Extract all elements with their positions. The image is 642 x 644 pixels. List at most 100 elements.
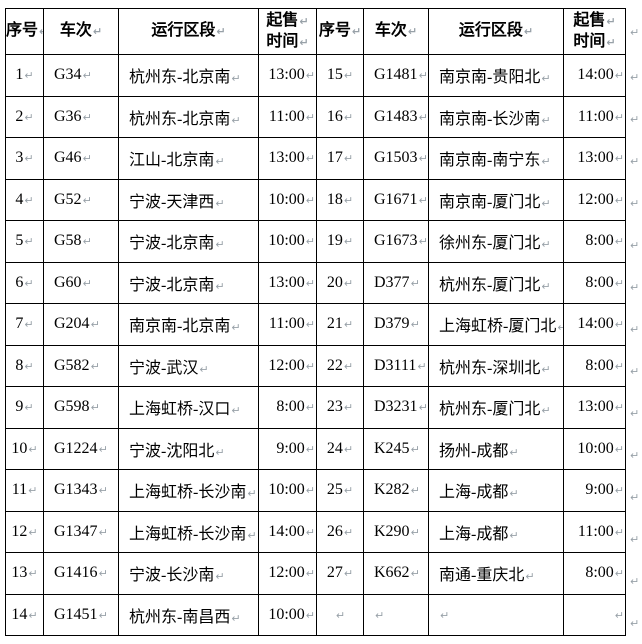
cell-text: 14:00: [577, 66, 614, 84]
header-section-right: 运行区段↵: [428, 8, 564, 55]
cell-text: 杭州东-北京南: [129, 110, 231, 128]
train-no-cell: G204↵: [43, 303, 119, 346]
paragraph-mark: ↵: [343, 442, 354, 456]
paragraph-mark: ↵: [541, 279, 551, 293]
cell-text: 10:00: [268, 190, 305, 208]
header-label: 车次: [374, 22, 407, 39]
row-end-marks: ↵ ↵ ↵ ↵ ↵ ↵ ↵ ↵ ↵ ↵ ↵ ↵ ↵ ↵ ↵: [629, 8, 641, 644]
train-no-cell: D3111↵: [363, 344, 429, 387]
cell-text: K290: [374, 522, 410, 540]
cell-text: 8:00: [585, 564, 614, 582]
paragraph-mark: ↵: [557, 321, 562, 334]
paragraph-mark: ↵: [305, 69, 315, 83]
paragraph-mark: ↵: [606, 35, 616, 49]
cell-text: 10:00: [268, 605, 305, 623]
cell-text: G1347: [54, 522, 98, 540]
paragraph-mark: ↵: [630, 364, 640, 378]
train-no-cell: G52↵: [43, 178, 119, 221]
train-no-cell: G1671↵: [363, 178, 429, 221]
paragraph-mark: ↵: [614, 442, 624, 456]
index-cell: 12↵: [5, 510, 44, 553]
index-cell: 1↵: [5, 54, 44, 97]
header-label: 时间: [266, 32, 299, 50]
cell-text: 15: [326, 66, 343, 84]
paragraph-mark: ↵: [82, 235, 92, 249]
index-cell: 16↵: [316, 95, 364, 138]
table-row: 6↵ G60↵ 宁波-北京南↵ 13:00↵ 20↵ D377↵ 杭州东-厦门北↵ 8:00↵: [5, 261, 626, 304]
paragraph-mark: ↵: [216, 25, 226, 38]
cell-text: 上海虹桥-长沙南: [129, 484, 247, 502]
train-no-cell: G1673↵: [363, 220, 429, 263]
paragraph-mark: ↵: [24, 359, 34, 373]
sale-time-cell: 10:00↵: [258, 220, 317, 263]
sale-time-cell: 13:00↵: [258, 54, 317, 97]
index-cell: 17↵: [316, 137, 364, 180]
route-cell: 徐州东-厦门北↵: [428, 220, 564, 263]
sale-time-cell: 8:00↵: [563, 344, 626, 387]
row-end-mark-slot: ↵: [629, 308, 641, 350]
index-cell: 23↵: [316, 386, 364, 429]
table-row: 10↵ G1224↵ 宁波-沈阳北↵ 9:00↵ 24↵ K245↵ 扬州-成都↵ 10:00…: [5, 427, 626, 470]
row-end-mark-slot: ↵: [629, 392, 641, 434]
paragraph-mark: ↵: [410, 442, 420, 456]
paragraph-mark: ↵: [90, 401, 100, 415]
index-cell: 21↵: [316, 303, 364, 346]
cell-text: 11:00: [577, 107, 614, 125]
sale-time-cell: 10:00↵: [258, 593, 317, 636]
route-cell: 上海虹桥-长沙南↵: [118, 510, 259, 553]
cell-text: 10:00: [268, 481, 305, 499]
index-cell: 14↵: [5, 593, 44, 636]
paragraph-mark: ↵: [215, 196, 225, 210]
paragraph-mark: ↵: [614, 235, 624, 249]
paragraph-mark: ↵: [90, 318, 100, 332]
sale-time-cell: 9:00↵: [258, 427, 317, 470]
paragraph-mark: ↵: [24, 193, 34, 207]
paragraph-mark: ↵: [541, 155, 551, 169]
row-end-mark-slot: ↵: [629, 560, 641, 602]
paragraph-mark: ↵: [305, 359, 315, 373]
header-index-left: 序号↵: [5, 8, 44, 55]
paragraph-mark: ↵: [343, 69, 354, 83]
table-row: 3↵ G46↵ 江山-北京南↵ 13:00↵ 17↵ G1503↵ 南京南-南宁东↵ 13:0…: [5, 137, 626, 180]
paragraph-mark: ↵: [231, 611, 241, 625]
header-label: 序号: [318, 22, 351, 39]
train-no-cell: K245↵: [363, 427, 429, 470]
row-end-mark-slot: ↵: [629, 518, 641, 560]
train-no-cell: G582↵: [43, 344, 119, 387]
train-no-cell: D377↵: [363, 261, 429, 304]
cell-text: 宁波-武汉: [129, 359, 199, 377]
paragraph-mark: ↵: [343, 318, 354, 332]
paragraph-mark: ↵: [305, 442, 315, 456]
paragraph-mark: ↵: [82, 193, 92, 207]
cell-text: 27: [326, 564, 343, 582]
route-cell: 扬州-成都↵: [428, 427, 564, 470]
train-no-cell: G598↵: [43, 386, 119, 429]
cell-text: 14:00: [268, 522, 305, 540]
cell-text: D379: [374, 315, 410, 333]
cell-text: 24: [326, 439, 343, 457]
index-cell: 25↵: [316, 469, 364, 512]
route-cell: 宁波-武汉↵: [118, 344, 259, 387]
header-label: 起售: [573, 11, 606, 29]
route-cell: 上海虹桥-厦门北↵: [428, 303, 564, 346]
paragraph-mark: ↵: [418, 110, 428, 124]
cell-text: 26: [326, 522, 343, 540]
cell-text: 13:00: [268, 66, 305, 84]
paragraph-mark: ↵: [231, 113, 241, 127]
paragraph-mark: ↵: [541, 362, 551, 376]
cell-text: G582: [54, 356, 90, 374]
paragraph-mark: ↵: [24, 152, 34, 166]
paragraph-mark: ↵: [305, 276, 315, 290]
route-cell: 杭州东-北京南↵: [118, 54, 259, 97]
cell-text: G1481: [374, 66, 418, 84]
index-cell: 11↵: [5, 469, 44, 512]
cell-text: G1673: [374, 232, 418, 250]
cell-text: 宁波-长沙南: [129, 567, 215, 585]
paragraph-mark: ↵: [92, 25, 103, 38]
route-cell: 宁波-北京南↵: [118, 220, 259, 263]
cell-text: 21: [326, 315, 343, 333]
paragraph-mark: ↵: [630, 25, 640, 39]
cell-text: 17: [326, 149, 343, 167]
paragraph-mark: ↵: [82, 276, 92, 290]
train-no-cell: G36↵: [43, 95, 119, 138]
